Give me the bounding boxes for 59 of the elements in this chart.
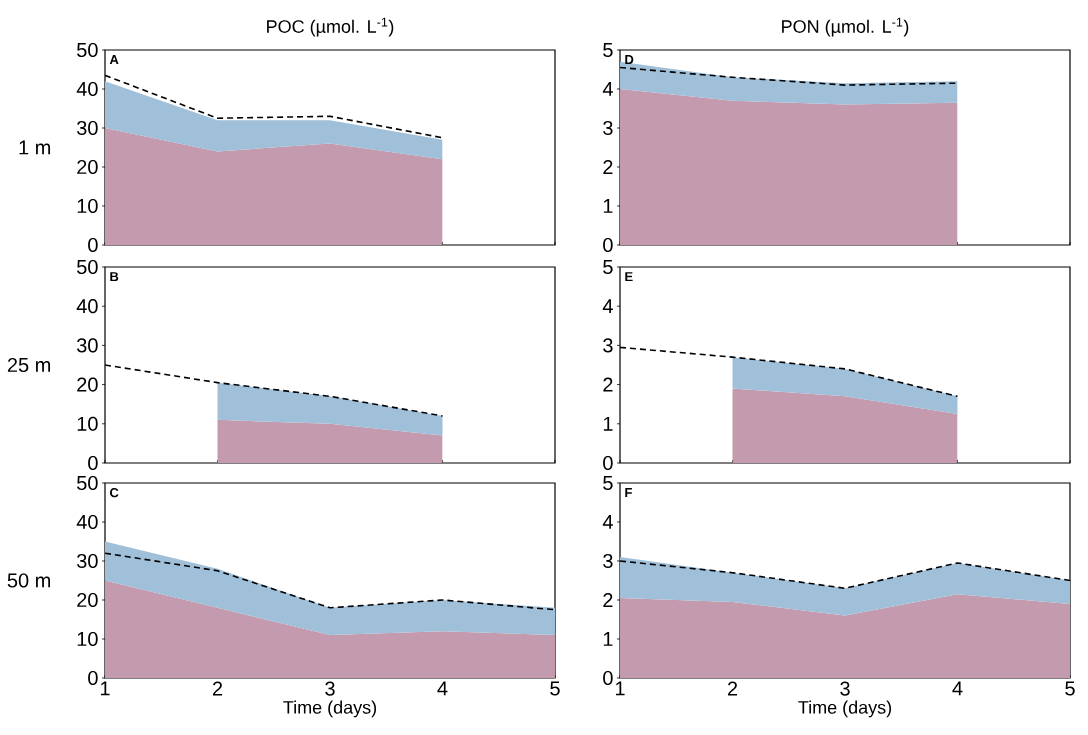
- chart-title: PON (µmol. L$^{-1}$): [782, 17, 909, 37]
- y-tick-label: 3: [603, 338, 613, 353]
- x-tick-label: 1: [615, 681, 625, 696]
- x-tick-label: 4: [952, 681, 963, 696]
- y-tick-label: 2: [603, 377, 613, 392]
- annotation: A: [109, 55, 119, 65]
- y-tick-label: 0: [603, 237, 613, 253]
- y-tick-label: 10: [77, 198, 98, 214]
- y-tick-label: 0: [88, 455, 98, 471]
- y-tick-label: 1: [603, 199, 613, 213]
- x-tick-label: 4: [437, 681, 448, 696]
- y-tick-label: 30: [76, 553, 98, 569]
- annotation: F: [625, 488, 632, 498]
- annotation: E: [625, 272, 633, 282]
- y-tick-label: 2: [603, 160, 613, 174]
- y-tick-label: 4: [602, 515, 613, 529]
- y-tick-label: 10: [77, 631, 98, 647]
- x-tick-label: 2: [212, 681, 223, 696]
- y-tick-label: 2: [603, 593, 613, 607]
- y-tick-label: 20: [77, 377, 98, 392]
- annotation: D: [625, 55, 634, 65]
- y-tick-label: 30: [76, 338, 98, 353]
- y-axis-title: 50 m: [7, 573, 51, 588]
- x-axis-title: Time (days): [283, 700, 377, 718]
- y-axis-title: 1 m: [19, 140, 51, 155]
- y-tick-label: 0: [603, 455, 613, 471]
- y-tick-label: 3: [603, 120, 613, 136]
- x-tick-label: 1: [100, 681, 110, 696]
- annotation: C: [109, 488, 119, 498]
- y-tick-label: 30: [76, 120, 98, 136]
- y-tick-label: 50: [77, 42, 98, 58]
- y-tick-label: 1: [603, 416, 613, 431]
- y-tick-label: 3: [603, 553, 613, 569]
- y-tick-label: 1: [603, 632, 613, 646]
- y-tick-label: 40: [76, 299, 98, 314]
- y-tick-label: 20: [77, 592, 98, 608]
- y-tick-label: 20: [77, 159, 98, 175]
- annotation: B: [110, 272, 119, 282]
- x-tick-label: 5: [550, 681, 560, 696]
- x-tick-label: 3: [840, 681, 850, 696]
- y-tick-label: 10: [77, 416, 98, 431]
- y-tick-label: 5: [603, 476, 613, 490]
- y-tick-label: 0: [603, 670, 613, 686]
- x-tick-label: 2: [727, 681, 738, 696]
- y-tick-label: 50: [77, 475, 98, 491]
- y-tick-label: 4: [602, 299, 613, 314]
- y-tick-label: 50: [77, 259, 98, 275]
- y-tick-label: 40: [76, 514, 98, 530]
- y-tick-label: 0: [88, 670, 98, 686]
- y-tick-label: 0: [88, 237, 98, 253]
- x-tick-label: 5: [1065, 681, 1075, 696]
- chart-title: POC (µmol. L$^{-1}$): [267, 17, 394, 37]
- x-tick-label: 3: [325, 681, 335, 696]
- y-tick-label: 40: [76, 81, 98, 97]
- y-tick-label: 5: [603, 260, 613, 274]
- y-tick-label: 5: [603, 43, 613, 57]
- y-tick-label: 4: [602, 82, 613, 96]
- x-axis-title: Time (days): [798, 700, 892, 718]
- y-axis-title: 25 m: [7, 357, 51, 373]
